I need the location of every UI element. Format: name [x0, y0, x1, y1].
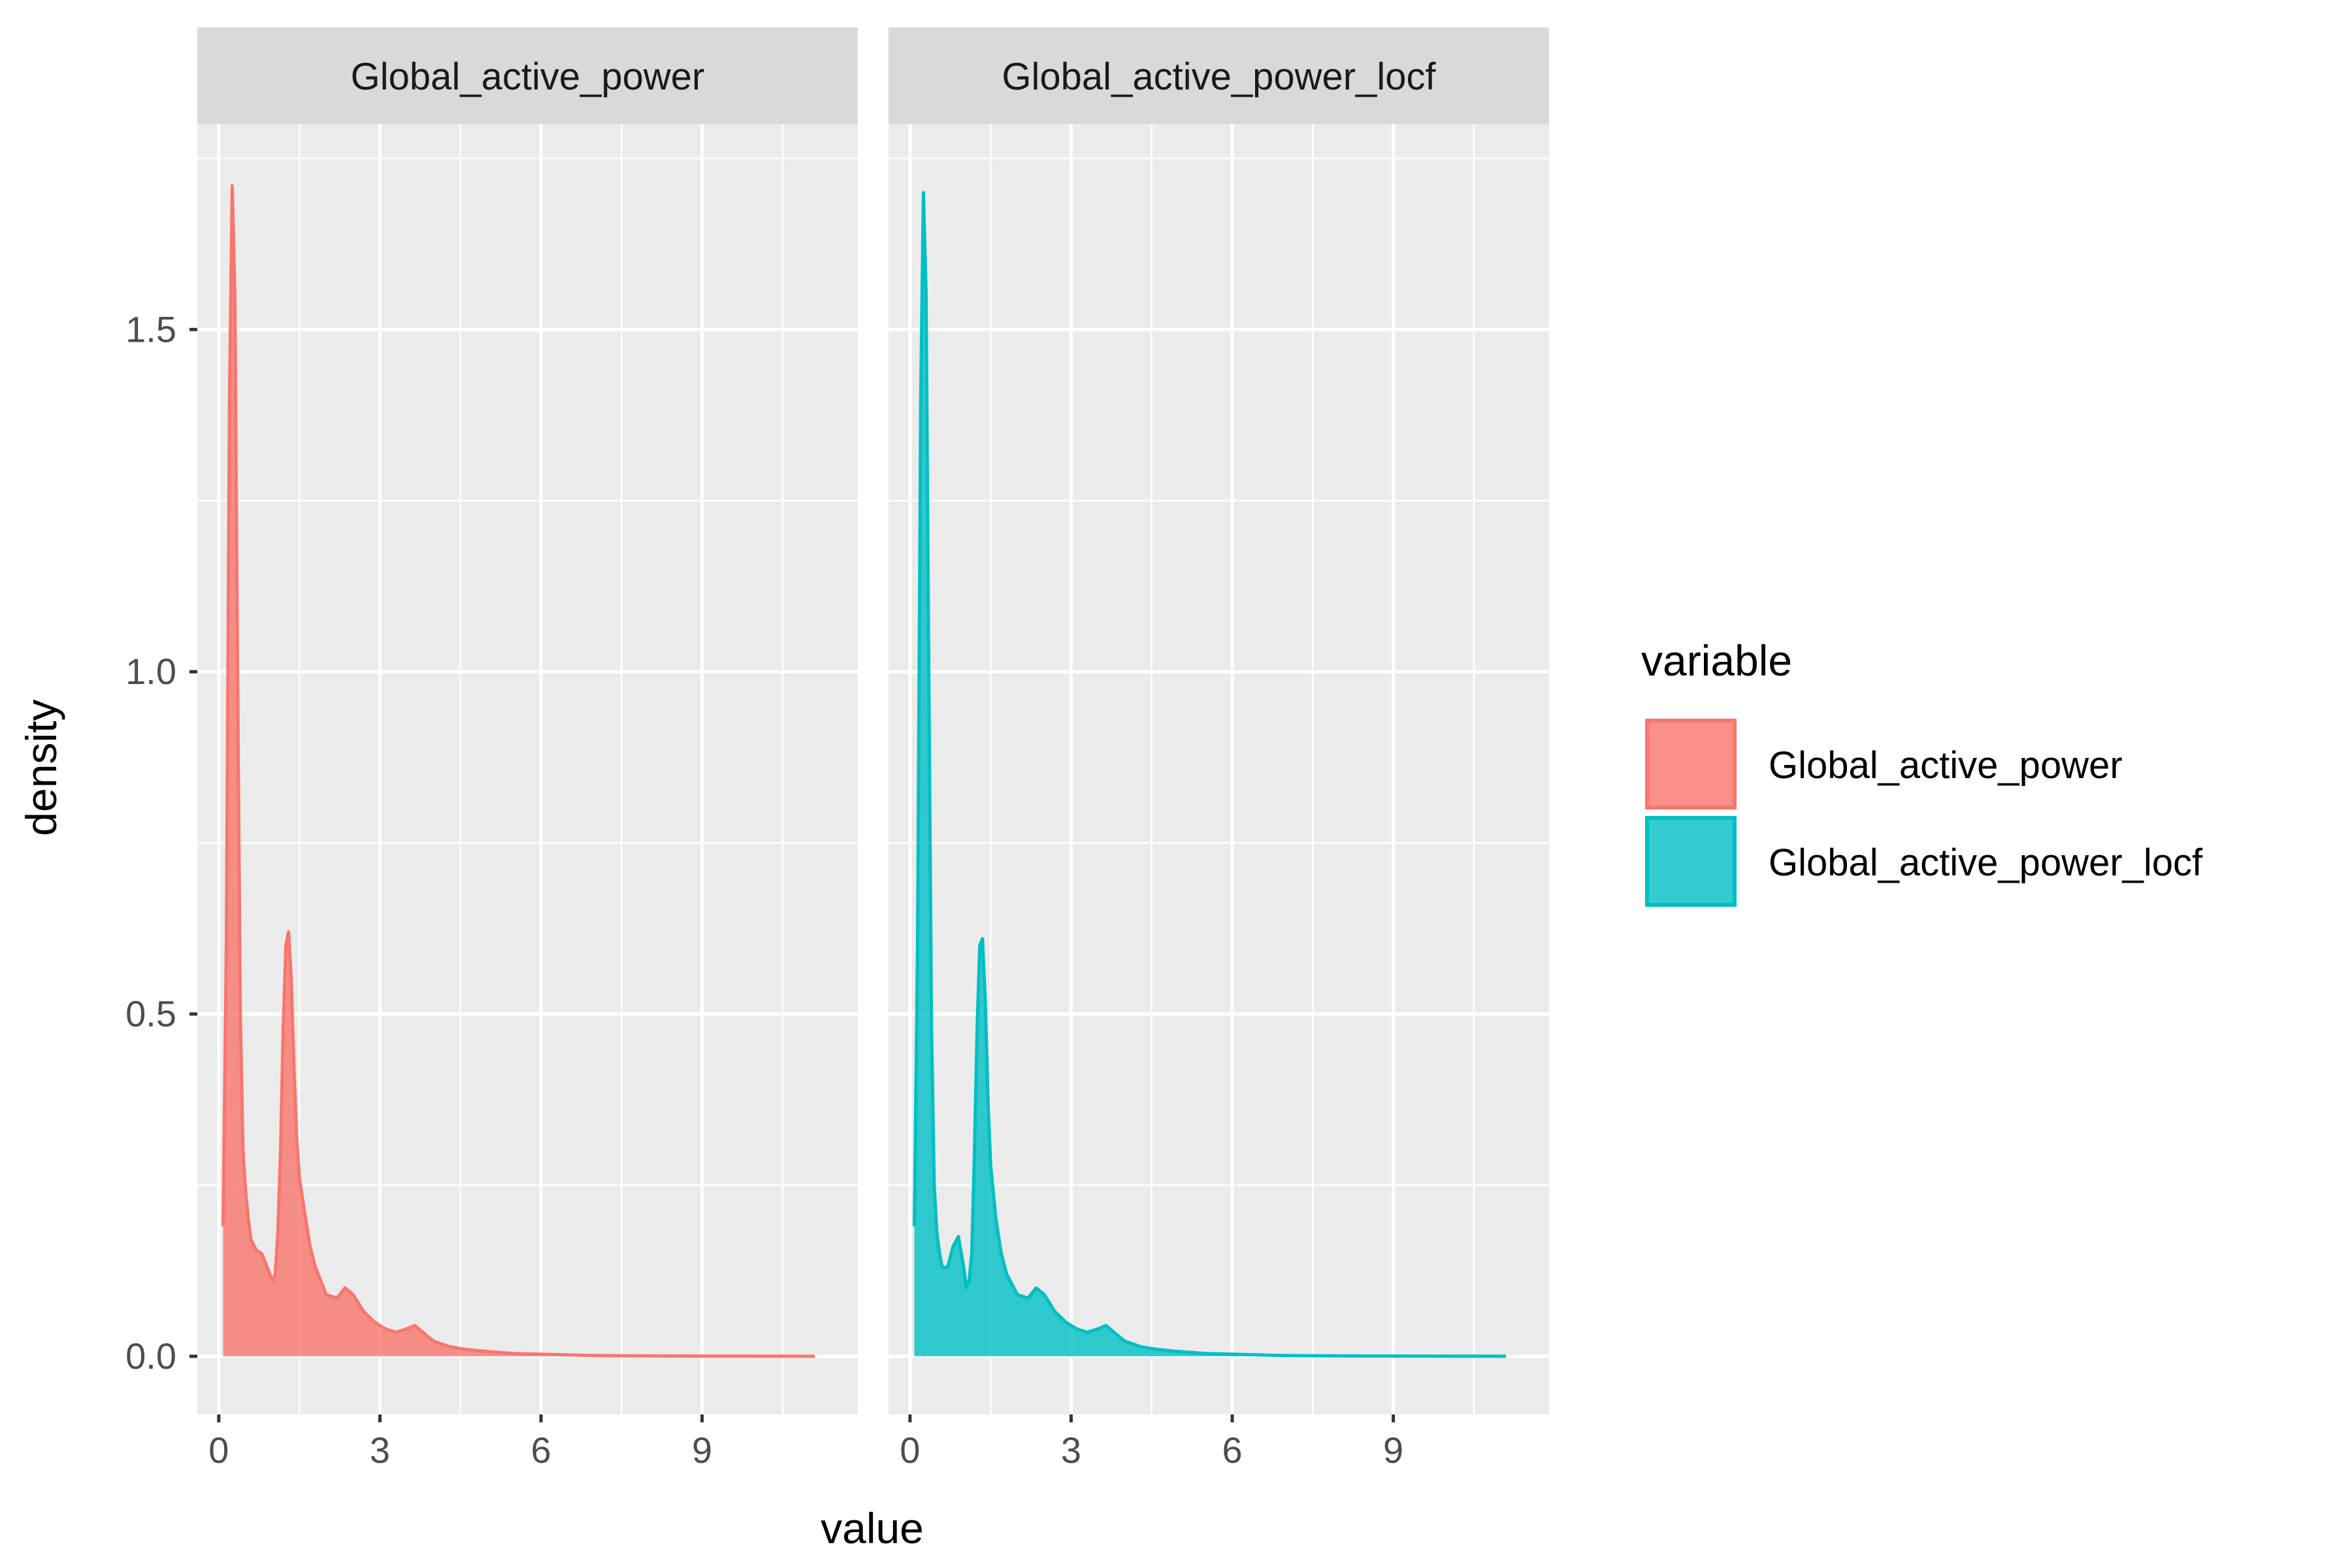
- legend-key-global-active-power: [1645, 719, 1737, 809]
- x-tick-label: 3: [1061, 1429, 1081, 1471]
- density-line-global-active-power: [221, 184, 815, 1358]
- panel-background: [889, 124, 1549, 1414]
- x-tick-label: 9: [692, 1429, 712, 1471]
- y-tick-label: 0.0: [125, 1335, 176, 1377]
- panel-background: [197, 124, 858, 1414]
- x-tick-label: 0: [208, 1429, 229, 1471]
- legend-title: variable: [1641, 636, 1792, 685]
- legend-label: Global_active_power: [1769, 744, 2123, 787]
- x-tick-label: 0: [900, 1429, 920, 1471]
- x-tick-label: 6: [1222, 1429, 1242, 1471]
- y-axis: 0.0 0.5 1.0 1.5: [125, 308, 197, 1377]
- facet-strip-label: Global_active_power_locf: [1002, 56, 1436, 98]
- density-area-global-active-power: [223, 186, 815, 1356]
- y-tick-label: 1.5: [125, 308, 176, 350]
- x-tick-label: 3: [370, 1429, 390, 1471]
- facet-panel: Global_active_power_locf 0 3 6 9: [889, 27, 1549, 1471]
- facet-panel: Global_active_power 0 3 6 9: [197, 27, 858, 1471]
- legend-key-global-active-power-locf: [1645, 816, 1737, 907]
- x-tick-label: 6: [531, 1429, 551, 1471]
- facet-strip: [889, 27, 1549, 124]
- legend-item[interactable]: Global_active_power: [1645, 719, 2123, 809]
- legend-item[interactable]: Global_active_power_locf: [1645, 816, 2203, 907]
- x-axis-title: value: [821, 1504, 924, 1552]
- x-tick-label: 9: [1383, 1429, 1403, 1471]
- y-tick-label: 1.0: [125, 651, 176, 692]
- facet-strip: [197, 27, 858, 124]
- y-tick-label: 0.5: [125, 993, 176, 1034]
- legend: variable Global_active_power Global_acti…: [1641, 636, 2203, 907]
- legend-label: Global_active_power_locf: [1769, 841, 2203, 884]
- facet-strip-label: Global_active_power: [351, 56, 705, 98]
- y-axis-title: density: [17, 699, 65, 836]
- density-line-global-active-power-locf: [913, 191, 1507, 1358]
